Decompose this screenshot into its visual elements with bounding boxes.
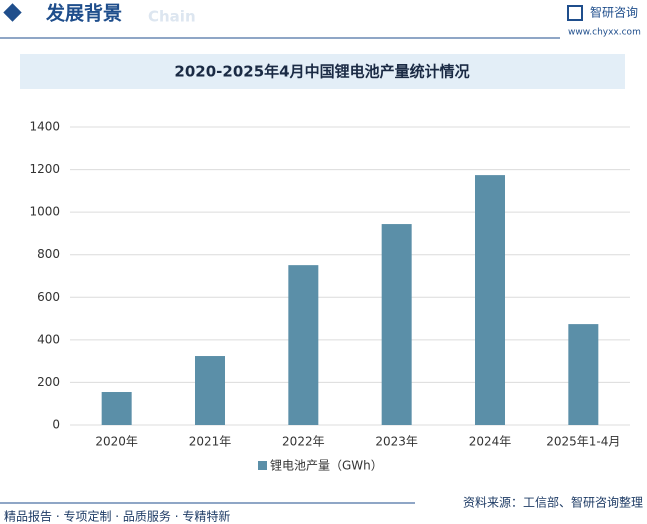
bar — [195, 356, 225, 425]
y-tick-label: 200 — [37, 375, 60, 389]
footer-source: 资料来源：工信部、智研咨询整理 — [463, 495, 643, 510]
y-tick-label: 1000 — [29, 205, 60, 219]
title-box — [20, 54, 625, 89]
header-subtitle: Chain — [148, 8, 196, 26]
legend-label: 锂电池产量（GWh） — [270, 458, 383, 473]
bar — [288, 265, 319, 425]
bar — [101, 392, 132, 425]
brand-name: 智研咨询 — [590, 5, 638, 20]
y-tick-label: 800 — [37, 247, 60, 261]
brand-url: www.chyxx.com — [568, 28, 641, 38]
y-tick-label: 1400 — [29, 120, 60, 134]
bar — [381, 224, 412, 425]
x-tick-label: 2024年 — [469, 435, 512, 449]
x-tick-label: 2022年 — [282, 435, 325, 449]
x-tick-label: 2025年1-4月 — [546, 435, 620, 449]
y-tick-label: 0 — [52, 418, 60, 432]
legend-swatch — [258, 461, 267, 470]
x-tick-label: 2021年 — [189, 435, 232, 449]
x-tick-label: 2020年 — [95, 435, 138, 449]
chart-title: 2020-2025年4月中国锂电池产量统计情况 — [174, 63, 469, 81]
bar — [568, 324, 599, 425]
footer-tagline: 精品报告 · 专项定制 · 品质服务 · 专精特新 — [4, 509, 230, 524]
y-tick-label: 1200 — [29, 162, 60, 176]
header-title: 发展背景 — [45, 2, 122, 25]
x-tick-label: 2023年 — [375, 435, 418, 449]
brand-logo — [567, 5, 583, 21]
bar — [475, 175, 505, 425]
y-tick-label: 600 — [37, 290, 60, 304]
y-tick-label: 400 — [37, 332, 60, 346]
